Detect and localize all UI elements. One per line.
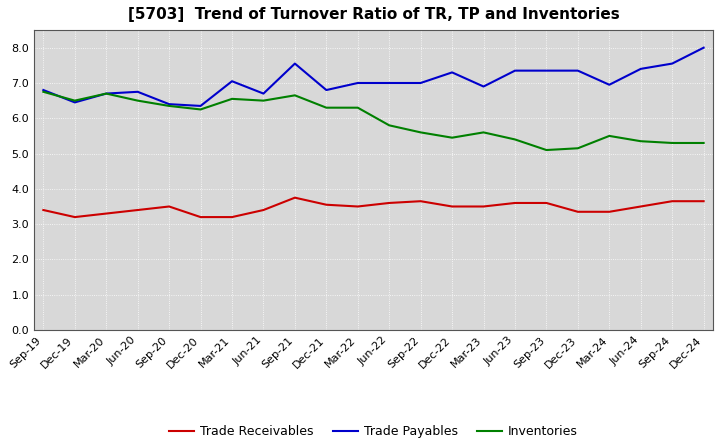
Trade Receivables [510, 200, 519, 205]
Trade Payables [71, 100, 79, 105]
Inventories [480, 130, 488, 135]
Inventories [416, 130, 425, 135]
Trade Payables [165, 102, 174, 107]
Trade Receivables [385, 200, 394, 205]
Inventories [291, 93, 300, 98]
Inventories [636, 139, 645, 144]
Inventories [322, 105, 330, 110]
Trade Payables [259, 91, 268, 96]
Trade Payables [542, 68, 551, 73]
Inventories [699, 140, 708, 146]
Trade Payables [133, 89, 142, 95]
Trade Payables [385, 81, 394, 86]
Inventories [542, 147, 551, 153]
Trade Receivables [542, 200, 551, 205]
Trade Payables [636, 66, 645, 72]
Inventories [228, 96, 236, 102]
Trade Receivables [574, 209, 582, 214]
Trade Payables [574, 68, 582, 73]
Trade Receivables [133, 207, 142, 213]
Line: Inventories: Inventories [43, 92, 703, 150]
Trade Receivables [636, 204, 645, 209]
Trade Receivables [228, 214, 236, 220]
Inventories [259, 98, 268, 103]
Trade Receivables [322, 202, 330, 207]
Title: [5703]  Trend of Turnover Ratio of TR, TP and Inventories: [5703] Trend of Turnover Ratio of TR, TP… [127, 7, 619, 22]
Trade Payables [102, 91, 111, 96]
Trade Receivables [480, 204, 488, 209]
Inventories [102, 91, 111, 96]
Trade Receivables [668, 198, 677, 204]
Trade Receivables [291, 195, 300, 200]
Trade Receivables [39, 207, 48, 213]
Inventories [605, 133, 613, 139]
Trade Payables [448, 70, 456, 75]
Trade Receivables [416, 198, 425, 204]
Inventories [448, 135, 456, 140]
Legend: Trade Receivables, Trade Payables, Inventories: Trade Receivables, Trade Payables, Inven… [164, 420, 582, 440]
Inventories [165, 103, 174, 109]
Trade Payables [228, 79, 236, 84]
Trade Payables [699, 45, 708, 50]
Trade Payables [416, 81, 425, 86]
Inventories [668, 140, 677, 146]
Trade Payables [291, 61, 300, 66]
Trade Receivables [354, 204, 362, 209]
Trade Receivables [448, 204, 456, 209]
Inventories [354, 105, 362, 110]
Trade Payables [480, 84, 488, 89]
Inventories [71, 98, 79, 103]
Inventories [510, 137, 519, 142]
Line: Trade Payables: Trade Payables [43, 48, 703, 106]
Trade Payables [354, 81, 362, 86]
Trade Payables [510, 68, 519, 73]
Trade Receivables [605, 209, 613, 214]
Trade Receivables [165, 204, 174, 209]
Inventories [574, 146, 582, 151]
Trade Receivables [259, 207, 268, 213]
Trade Receivables [197, 214, 205, 220]
Inventories [133, 98, 142, 103]
Trade Receivables [71, 214, 79, 220]
Inventories [39, 89, 48, 95]
Trade Payables [197, 103, 205, 109]
Trade Payables [322, 88, 330, 93]
Trade Receivables [699, 198, 708, 204]
Trade Payables [668, 61, 677, 66]
Inventories [197, 107, 205, 112]
Trade Payables [605, 82, 613, 88]
Trade Receivables [102, 211, 111, 216]
Inventories [385, 123, 394, 128]
Trade Payables [39, 88, 48, 93]
Line: Trade Receivables: Trade Receivables [43, 198, 703, 217]
